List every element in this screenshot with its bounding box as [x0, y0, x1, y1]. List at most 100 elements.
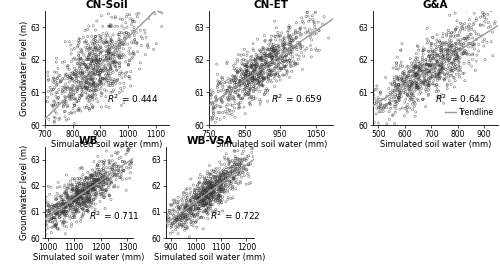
- Point: [436, 57, 444, 62]
- Point: [267, 38, 275, 42]
- Point: [474, 49, 482, 53]
- Point: [48, 207, 56, 211]
- Point: [210, 190, 218, 194]
- Point: [107, 56, 115, 60]
- Point: [263, 47, 271, 51]
- Point: [68, 76, 76, 80]
- Point: [95, 48, 103, 53]
- Point: [89, 183, 97, 187]
- Point: [102, 34, 110, 38]
- Legend: Trendline: Trendline: [445, 108, 494, 117]
- Point: [389, 99, 397, 103]
- Point: [288, 55, 296, 59]
- Point: [84, 192, 92, 196]
- Point: [220, 172, 228, 176]
- Point: [234, 102, 242, 106]
- Point: [408, 82, 416, 86]
- Point: [81, 62, 89, 66]
- Point: [298, 32, 306, 37]
- Point: [442, 53, 450, 57]
- Point: [278, 31, 285, 35]
- Point: [206, 93, 214, 97]
- Point: [92, 48, 100, 52]
- Point: [408, 74, 416, 79]
- Point: [78, 207, 86, 211]
- Point: [402, 105, 410, 109]
- Point: [385, 109, 393, 114]
- Point: [72, 208, 80, 213]
- Point: [199, 194, 207, 198]
- Point: [126, 46, 134, 50]
- Point: [426, 69, 434, 73]
- Point: [386, 117, 394, 122]
- Point: [204, 194, 212, 198]
- Point: [62, 209, 70, 214]
- Point: [50, 205, 58, 210]
- Point: [83, 104, 91, 108]
- Point: [414, 70, 422, 75]
- Point: [84, 106, 92, 111]
- Point: [172, 215, 180, 220]
- Point: [75, 196, 83, 200]
- Point: [60, 77, 68, 81]
- Point: [62, 211, 70, 216]
- Point: [256, 65, 264, 70]
- Point: [210, 190, 218, 195]
- Point: [230, 176, 237, 181]
- Point: [214, 179, 222, 184]
- Point: [202, 202, 210, 206]
- Point: [71, 188, 79, 192]
- Point: [196, 176, 203, 180]
- Point: [460, 61, 468, 65]
- Point: [264, 66, 272, 71]
- Point: [209, 194, 217, 199]
- Point: [91, 207, 99, 211]
- Point: [192, 206, 200, 210]
- Point: [261, 39, 269, 43]
- Point: [197, 199, 205, 203]
- Point: [204, 185, 212, 189]
- Point: [450, 58, 458, 62]
- Point: [186, 235, 194, 239]
- Point: [88, 173, 96, 177]
- Point: [296, 27, 304, 31]
- Point: [265, 52, 273, 56]
- Point: [222, 88, 230, 93]
- Point: [82, 65, 90, 69]
- Point: [72, 58, 80, 62]
- Point: [80, 182, 88, 187]
- Point: [406, 70, 413, 74]
- Point: [59, 198, 67, 202]
- Point: [84, 95, 92, 100]
- Point: [249, 73, 257, 78]
- Point: [97, 67, 105, 71]
- Point: [80, 203, 88, 208]
- Point: [238, 161, 246, 165]
- Point: [96, 80, 104, 84]
- Point: [106, 182, 114, 187]
- Point: [206, 186, 214, 190]
- Point: [72, 185, 80, 189]
- Point: [84, 66, 92, 70]
- Point: [384, 102, 392, 106]
- Point: [229, 196, 237, 200]
- Point: [96, 72, 104, 77]
- Point: [65, 80, 73, 84]
- Point: [150, 47, 158, 52]
- Point: [424, 62, 432, 66]
- Point: [90, 66, 98, 70]
- Point: [71, 103, 79, 108]
- Point: [392, 83, 400, 88]
- Point: [84, 83, 92, 88]
- Point: [228, 94, 236, 98]
- Point: [49, 216, 57, 220]
- Point: [230, 160, 238, 165]
- Point: [440, 43, 448, 47]
- Point: [268, 54, 276, 58]
- Point: [174, 210, 182, 214]
- Point: [92, 185, 100, 189]
- Point: [447, 45, 455, 49]
- Point: [269, 47, 277, 51]
- Point: [182, 208, 190, 213]
- Point: [248, 77, 256, 81]
